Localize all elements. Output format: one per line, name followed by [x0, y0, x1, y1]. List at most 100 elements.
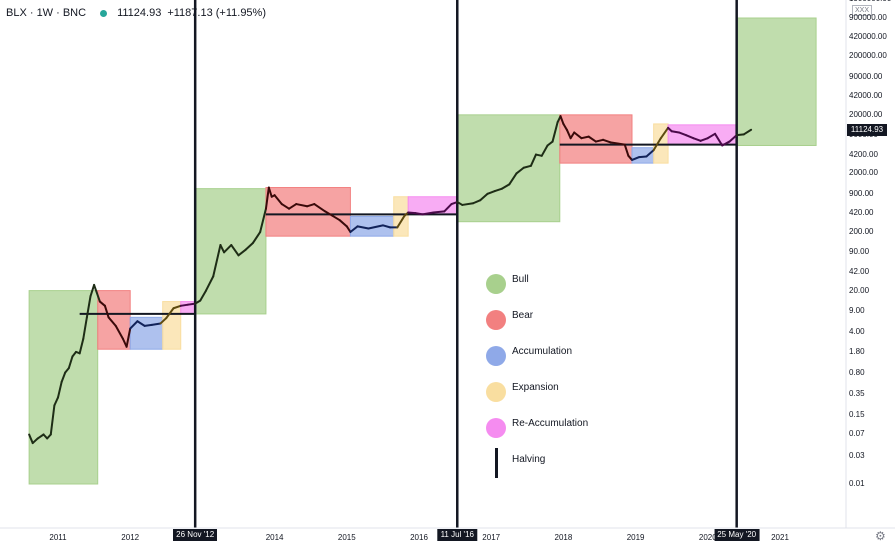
- halving-date-flag: 25 May '20: [714, 529, 760, 541]
- price-axis-label: 900000.00: [849, 13, 887, 22]
- price-segment: [125, 327, 132, 348]
- price-segment: [486, 190, 496, 195]
- price-segment: [367, 224, 384, 230]
- price-segment: [159, 317, 168, 325]
- price-segment: [573, 131, 583, 140]
- price-segment: [345, 225, 352, 234]
- zoom-button[interactable]: XXX: [852, 5, 873, 16]
- time-axis-label: 2011: [49, 533, 67, 542]
- legend-item: Bear: [486, 310, 626, 330]
- price-segment: [450, 201, 459, 206]
- price-segment: [594, 138, 605, 143]
- phase-expansion-rect[interactable]: [393, 196, 409, 237]
- price-segment: [295, 203, 309, 208]
- price-segment: [85, 295, 92, 319]
- price-segment: [223, 244, 233, 254]
- price-segment: [219, 244, 226, 254]
- price-segment: [259, 207, 267, 234]
- price-segment: [172, 304, 182, 310]
- price-axis-label: 1.80: [849, 346, 865, 356]
- price-change: +1187.13 (+11.95%): [167, 7, 266, 19]
- price-segment: [212, 244, 222, 278]
- legend-swatch: [486, 382, 506, 402]
- gear-icon[interactable]: ⚙: [875, 529, 886, 543]
- chart-header: BLX · 1W · BNC 11124.93 +1187.13 (+11.95…: [6, 7, 266, 19]
- price-segment: [114, 324, 124, 340]
- price-segment: [396, 214, 406, 229]
- price-segment: [443, 203, 453, 213]
- price-segment: [36, 433, 45, 440]
- phase-regions: [28, 17, 817, 485]
- price-segment: [251, 231, 262, 244]
- phase-re-accumulation-rect[interactable]: [667, 124, 738, 146]
- price-segment: [515, 166, 525, 175]
- price-segment: [551, 121, 559, 143]
- price-segment: [356, 225, 370, 230]
- price-segment: [638, 155, 648, 159]
- price-segment: [98, 300, 106, 307]
- price-segment: [493, 187, 504, 193]
- price-segment: [540, 144, 549, 157]
- time-axis-label: 2014: [265, 533, 284, 542]
- price-segment: [199, 289, 208, 302]
- price-segment: [699, 137, 709, 142]
- price-segment: [609, 141, 619, 145]
- phase-accumulation-rect[interactable]: [129, 316, 164, 350]
- price-segment: [742, 128, 753, 136]
- price-segment: [421, 211, 435, 216]
- price-segment: [580, 135, 590, 140]
- price-segment: [652, 137, 662, 152]
- time-axis-label: 2018: [554, 533, 573, 542]
- price-axis-label: 0.03: [849, 451, 865, 461]
- symbol-label[interactable]: BLX · 1W · BNC: [6, 7, 87, 19]
- phase-expansion-rect[interactable]: [162, 301, 182, 350]
- price-axis-label: 20000.00: [849, 109, 883, 119]
- time-axis-label: 2021: [771, 533, 789, 542]
- legend-item: Re-Accumulation: [486, 418, 626, 438]
- price-segment: [472, 199, 482, 205]
- price-segment: [381, 224, 392, 229]
- price-axis-label: 2000.00: [849, 168, 878, 178]
- price-segment: [107, 316, 117, 327]
- legend-swatch: [486, 418, 506, 438]
- legend-label: Bull: [512, 274, 529, 285]
- halving-legend-marker: [495, 448, 498, 478]
- price-segment: [562, 122, 569, 132]
- price-segment: [529, 153, 537, 167]
- phase-bull-rect[interactable]: [736, 17, 817, 146]
- halving-date-flag: 26 Nov '12: [173, 529, 218, 541]
- price-segment: [136, 320, 146, 327]
- phase-bull-rect[interactable]: [194, 188, 267, 315]
- phase-bear-rect[interactable]: [559, 114, 633, 164]
- legend-label: Expansion: [512, 382, 559, 393]
- price-segment: [685, 134, 695, 140]
- price-segment: [53, 396, 59, 407]
- legend-swatch: [486, 346, 506, 366]
- price-axis-label: 42.00: [849, 266, 870, 276]
- price-axis-label: 0.35: [849, 388, 865, 398]
- price-segment: [31, 437, 39, 445]
- phase-accumulation-rect[interactable]: [631, 147, 655, 164]
- price-segment: [508, 172, 518, 186]
- price-axis-label: 4.00: [849, 326, 865, 336]
- phase-bear-rect[interactable]: [265, 187, 351, 237]
- price-segment: [67, 355, 74, 370]
- legend-item: Expansion: [486, 382, 626, 402]
- time-axis-label: 2015: [337, 533, 356, 542]
- price-segment: [501, 183, 511, 190]
- price-axis-label: 9.00: [849, 305, 865, 315]
- halving-date-flag: 11 Jul '16: [437, 529, 477, 541]
- price-segment: [60, 371, 67, 384]
- price-axis-label: 90000.00: [849, 71, 883, 81]
- price-axis-label: 4200.00: [849, 149, 878, 159]
- price-segment: [587, 135, 597, 143]
- price-segment: [244, 241, 254, 251]
- price-segment: [692, 137, 702, 142]
- phase-bear-rect[interactable]: [97, 290, 131, 350]
- price-axis-label: 0.80: [849, 367, 865, 377]
- time-axis-label: 2019: [626, 533, 645, 542]
- time-axis-label: 2012: [121, 533, 140, 542]
- phase-bull-rect[interactable]: [456, 114, 561, 223]
- price-segment: [313, 203, 327, 213]
